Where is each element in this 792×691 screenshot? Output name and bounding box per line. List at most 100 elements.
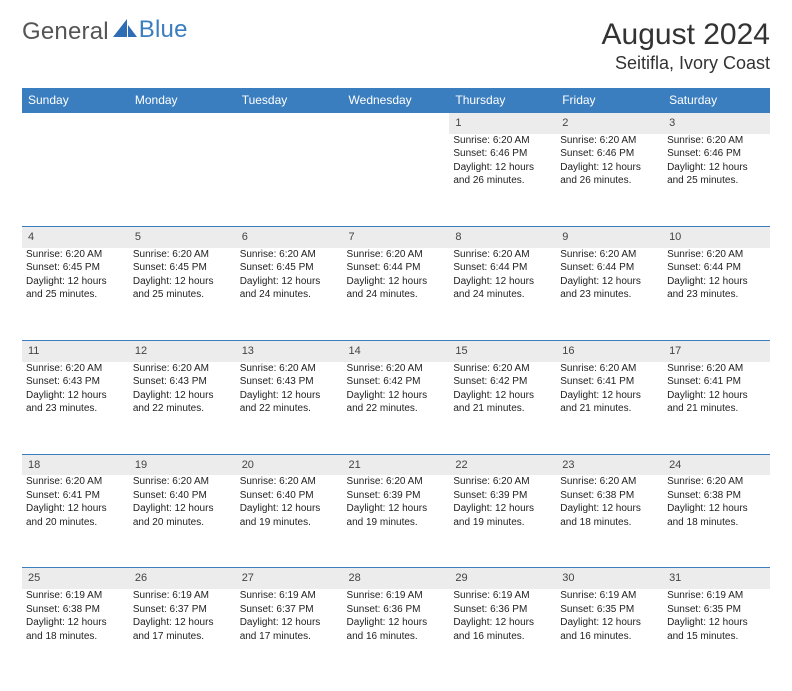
day-cell: Sunrise: 6:20 AMSunset: 6:43 PMDaylight:… — [236, 362, 343, 455]
day-number: 28 — [343, 568, 450, 589]
sunrise-line: Sunrise: 6:20 AM — [667, 362, 766, 376]
day-number — [129, 113, 236, 134]
sunrise-line: Sunrise: 6:19 AM — [560, 589, 659, 603]
sunset-line: Sunset: 6:41 PM — [26, 489, 125, 503]
sunset-line: Sunset: 6:37 PM — [133, 603, 232, 617]
sunrise-line: Sunrise: 6:20 AM — [26, 362, 125, 376]
day1-line: Daylight: 12 hours — [26, 389, 125, 403]
day-cell: Sunrise: 6:20 AMSunset: 6:42 PMDaylight:… — [449, 362, 556, 455]
calendar-body: 123Sunrise: 6:20 AMSunset: 6:46 PMDaylig… — [22, 113, 770, 682]
sunrise-line: Sunrise: 6:20 AM — [453, 248, 552, 262]
day-number: 5 — [129, 226, 236, 247]
daynum-row: 18192021222324 — [22, 454, 770, 475]
sunrise-line: Sunrise: 6:20 AM — [560, 134, 659, 148]
day2-line: and 23 minutes. — [667, 288, 766, 302]
sunset-line: Sunset: 6:45 PM — [240, 261, 339, 275]
day2-line: and 22 minutes. — [347, 402, 446, 416]
day-cell: Sunrise: 6:20 AMSunset: 6:40 PMDaylight:… — [129, 475, 236, 568]
day-number: 12 — [129, 340, 236, 361]
day1-line: Daylight: 12 hours — [667, 616, 766, 630]
sunrise-line: Sunrise: 6:19 AM — [347, 589, 446, 603]
day-number: 24 — [663, 454, 770, 475]
day-content-row: Sunrise: 6:20 AMSunset: 6:46 PMDaylight:… — [22, 134, 770, 227]
day1-line: Daylight: 12 hours — [26, 616, 125, 630]
day2-line: and 19 minutes. — [453, 516, 552, 530]
day1-line: Daylight: 12 hours — [453, 161, 552, 175]
day-number — [343, 113, 450, 134]
day-cell: Sunrise: 6:19 AMSunset: 6:37 PMDaylight:… — [129, 589, 236, 681]
day2-line: and 20 minutes. — [133, 516, 232, 530]
title-block: August 2024 Seitifla, Ivory Coast — [602, 18, 770, 74]
day2-line: and 22 minutes. — [240, 402, 339, 416]
day1-line: Daylight: 12 hours — [667, 502, 766, 516]
sunset-line: Sunset: 6:39 PM — [347, 489, 446, 503]
day2-line: and 18 minutes. — [26, 630, 125, 644]
sunset-line: Sunset: 6:44 PM — [347, 261, 446, 275]
sunset-line: Sunset: 6:42 PM — [453, 375, 552, 389]
sunrise-line: Sunrise: 6:20 AM — [453, 475, 552, 489]
day-cell: Sunrise: 6:20 AMSunset: 6:38 PMDaylight:… — [556, 475, 663, 568]
day-number: 11 — [22, 340, 129, 361]
sunset-line: Sunset: 6:46 PM — [560, 147, 659, 161]
sunset-line: Sunset: 6:35 PM — [667, 603, 766, 617]
day-cell: Sunrise: 6:19 AMSunset: 6:35 PMDaylight:… — [663, 589, 770, 681]
day-number: 13 — [236, 340, 343, 361]
day-cell: Sunrise: 6:20 AMSunset: 6:44 PMDaylight:… — [449, 248, 556, 341]
day-cell: Sunrise: 6:19 AMSunset: 6:35 PMDaylight:… — [556, 589, 663, 681]
sunset-line: Sunset: 6:44 PM — [667, 261, 766, 275]
day2-line: and 16 minutes. — [453, 630, 552, 644]
day-cell: Sunrise: 6:19 AMSunset: 6:36 PMDaylight:… — [343, 589, 450, 681]
day-cell: Sunrise: 6:20 AMSunset: 6:44 PMDaylight:… — [663, 248, 770, 341]
dayheader-friday: Friday — [556, 88, 663, 113]
sunrise-line: Sunrise: 6:19 AM — [133, 589, 232, 603]
day-number: 23 — [556, 454, 663, 475]
day1-line: Daylight: 12 hours — [240, 275, 339, 289]
day-number: 1 — [449, 113, 556, 134]
day1-line: Daylight: 12 hours — [347, 502, 446, 516]
day2-line: and 16 minutes. — [347, 630, 446, 644]
day-number: 2 — [556, 113, 663, 134]
day-content-row: Sunrise: 6:20 AMSunset: 6:45 PMDaylight:… — [22, 248, 770, 341]
day1-line: Daylight: 12 hours — [560, 616, 659, 630]
day-number: 15 — [449, 340, 556, 361]
day-cell: Sunrise: 6:19 AMSunset: 6:36 PMDaylight:… — [449, 589, 556, 681]
day-number: 29 — [449, 568, 556, 589]
day2-line: and 24 minutes. — [453, 288, 552, 302]
day1-line: Daylight: 12 hours — [347, 275, 446, 289]
day-number: 31 — [663, 568, 770, 589]
sunset-line: Sunset: 6:44 PM — [453, 261, 552, 275]
day-content-row: Sunrise: 6:20 AMSunset: 6:41 PMDaylight:… — [22, 475, 770, 568]
sunrise-line: Sunrise: 6:20 AM — [347, 475, 446, 489]
day-number: 6 — [236, 226, 343, 247]
day2-line: and 24 minutes. — [240, 288, 339, 302]
sunset-line: Sunset: 6:40 PM — [240, 489, 339, 503]
day2-line: and 25 minutes. — [26, 288, 125, 302]
sunset-line: Sunset: 6:35 PM — [560, 603, 659, 617]
sunrise-line: Sunrise: 6:20 AM — [667, 134, 766, 148]
day2-line: and 17 minutes. — [133, 630, 232, 644]
day-cell: Sunrise: 6:20 AMSunset: 6:42 PMDaylight:… — [343, 362, 450, 455]
day1-line: Daylight: 12 hours — [26, 502, 125, 516]
day-content-row: Sunrise: 6:20 AMSunset: 6:43 PMDaylight:… — [22, 362, 770, 455]
day1-line: Daylight: 12 hours — [133, 616, 232, 630]
sunrise-line: Sunrise: 6:20 AM — [240, 362, 339, 376]
sunrise-line: Sunrise: 6:20 AM — [453, 362, 552, 376]
sunrise-line: Sunrise: 6:20 AM — [347, 248, 446, 262]
day-cell: Sunrise: 6:20 AMSunset: 6:43 PMDaylight:… — [22, 362, 129, 455]
dayheader-thursday: Thursday — [449, 88, 556, 113]
sunset-line: Sunset: 6:46 PM — [667, 147, 766, 161]
day-number: 7 — [343, 226, 450, 247]
sunset-line: Sunset: 6:39 PM — [453, 489, 552, 503]
sunset-line: Sunset: 6:36 PM — [347, 603, 446, 617]
dayheader-monday: Monday — [129, 88, 236, 113]
day2-line: and 21 minutes. — [667, 402, 766, 416]
day-cell: Sunrise: 6:20 AMSunset: 6:45 PMDaylight:… — [236, 248, 343, 341]
day1-line: Daylight: 12 hours — [26, 275, 125, 289]
day-cell: Sunrise: 6:20 AMSunset: 6:38 PMDaylight:… — [663, 475, 770, 568]
day1-line: Daylight: 12 hours — [240, 389, 339, 403]
day2-line: and 23 minutes. — [26, 402, 125, 416]
sunset-line: Sunset: 6:40 PM — [133, 489, 232, 503]
day-cell: Sunrise: 6:20 AMSunset: 6:40 PMDaylight:… — [236, 475, 343, 568]
day2-line: and 17 minutes. — [240, 630, 339, 644]
day-number: 25 — [22, 568, 129, 589]
